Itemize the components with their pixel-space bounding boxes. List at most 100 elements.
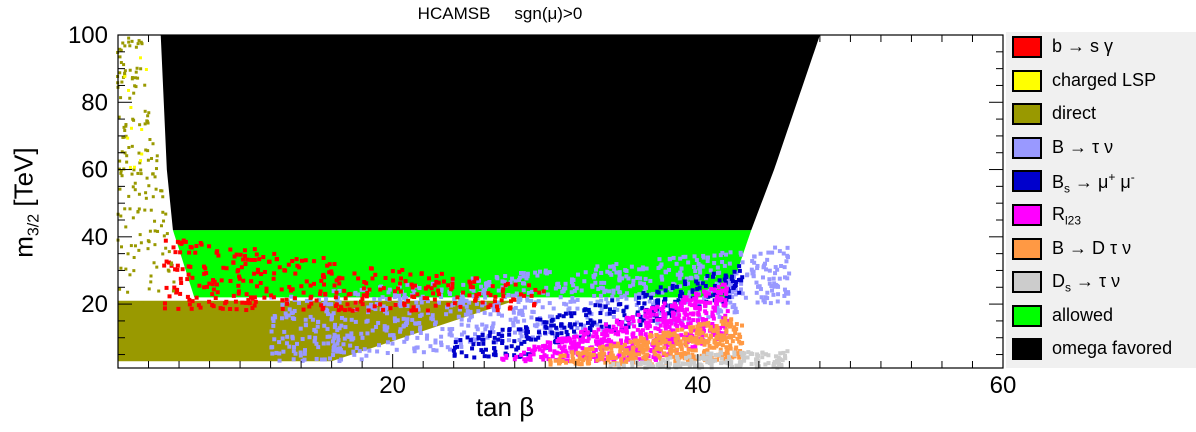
point-bdtaunu	[734, 345, 739, 350]
point-btaunu	[739, 252, 744, 257]
point-rl23	[662, 316, 667, 321]
point-dstaunu	[709, 361, 714, 366]
point-bsg	[415, 292, 420, 297]
point-bsg	[185, 294, 190, 299]
point-rl23	[567, 336, 572, 341]
point-bdtaunu	[716, 333, 721, 338]
point-bsg	[541, 289, 546, 294]
point-btaunu	[483, 295, 488, 300]
point-btaunu	[643, 286, 648, 291]
point-btaunu	[517, 275, 522, 280]
point-btaunu	[448, 329, 453, 334]
point-rl23	[604, 331, 609, 336]
point-btaunu	[300, 358, 305, 363]
point-bsg	[162, 263, 167, 268]
point-btaunu	[392, 295, 397, 300]
point-btaunu	[377, 343, 382, 348]
point-direct	[119, 169, 123, 173]
point-btaunu	[752, 260, 757, 265]
point-btaunu	[365, 331, 370, 336]
point-rl23	[592, 330, 597, 335]
point-btaunu	[520, 312, 525, 317]
point-direct	[167, 269, 171, 273]
point-bsmumu	[588, 328, 593, 333]
point-dstaunu	[672, 364, 677, 369]
point-rl23	[631, 331, 636, 336]
point-direct	[146, 158, 150, 162]
point-btaunu	[418, 325, 423, 330]
point-dstaunu	[708, 357, 713, 362]
point-rl23	[645, 325, 650, 330]
point-btaunu	[331, 289, 336, 294]
point-btaunu	[335, 349, 340, 354]
point-bsmumu	[590, 322, 595, 327]
point-bsg	[512, 297, 517, 302]
point-rl23	[675, 318, 680, 323]
point-bsmumu	[535, 317, 540, 322]
point-bsmumu	[607, 307, 612, 312]
point-bsmumu	[640, 305, 645, 310]
point-btaunu	[772, 284, 777, 289]
point-btaunu	[547, 301, 552, 306]
point-rl23	[682, 300, 687, 305]
point-bsg	[381, 286, 386, 291]
point-bsg	[252, 247, 257, 252]
point-dstaunu	[661, 358, 666, 363]
point-btaunu	[412, 290, 417, 295]
point-bsmumu	[565, 333, 570, 338]
point-btaunu	[289, 294, 294, 299]
point-bdtaunu	[548, 358, 553, 363]
point-bsg	[492, 299, 497, 304]
point-btaunu	[619, 276, 624, 281]
point-bsg	[472, 279, 477, 284]
point-bsmumu	[500, 341, 505, 346]
point-btaunu	[341, 342, 346, 347]
point-bsg	[211, 287, 216, 292]
point-btaunu	[732, 310, 737, 315]
point-bdtaunu	[718, 347, 723, 352]
point-rl23	[655, 317, 660, 322]
point-bsmumu	[533, 337, 538, 342]
point-dstaunu	[754, 365, 759, 370]
point-direct	[162, 219, 166, 223]
point-btaunu	[775, 299, 780, 304]
point-btaunu	[543, 268, 548, 273]
point-dstaunu	[737, 364, 742, 369]
point-direct	[118, 159, 122, 163]
point-btaunu	[519, 334, 524, 339]
point-bdtaunu	[629, 356, 634, 361]
point-dstaunu	[616, 362, 621, 367]
point-dstaunu	[646, 360, 651, 365]
point-btaunu	[322, 357, 327, 362]
point-btaunu	[511, 307, 516, 312]
point-btaunu	[678, 270, 683, 275]
point-bsg	[236, 268, 241, 273]
point-btaunu	[426, 299, 431, 304]
point-direct	[128, 44, 132, 48]
point-rl23	[528, 357, 533, 362]
point-btaunu	[417, 286, 422, 291]
point-btaunu	[536, 299, 541, 304]
point-bdtaunu	[725, 339, 730, 344]
legend-label: Ds → τ ν	[1052, 271, 1121, 295]
point-bsmumu	[655, 301, 660, 306]
point-btaunu	[467, 300, 472, 305]
point-btaunu	[596, 287, 601, 292]
point-bdtaunu	[653, 352, 658, 357]
point-btaunu	[647, 299, 652, 304]
point-btaunu	[766, 250, 771, 255]
point-bsg	[334, 302, 339, 307]
point-direct	[129, 244, 133, 248]
point-bdtaunu	[679, 347, 684, 352]
point-btaunu	[341, 350, 346, 355]
point-btaunu	[590, 283, 595, 288]
point-btaunu	[758, 251, 763, 256]
point-bsg	[411, 305, 416, 310]
point-bsmumu	[482, 354, 487, 359]
point-dstaunu	[738, 359, 743, 364]
point-btaunu	[718, 253, 723, 258]
point-bsg	[239, 265, 244, 270]
point-bdtaunu	[618, 362, 623, 367]
point-btaunu	[277, 351, 282, 356]
